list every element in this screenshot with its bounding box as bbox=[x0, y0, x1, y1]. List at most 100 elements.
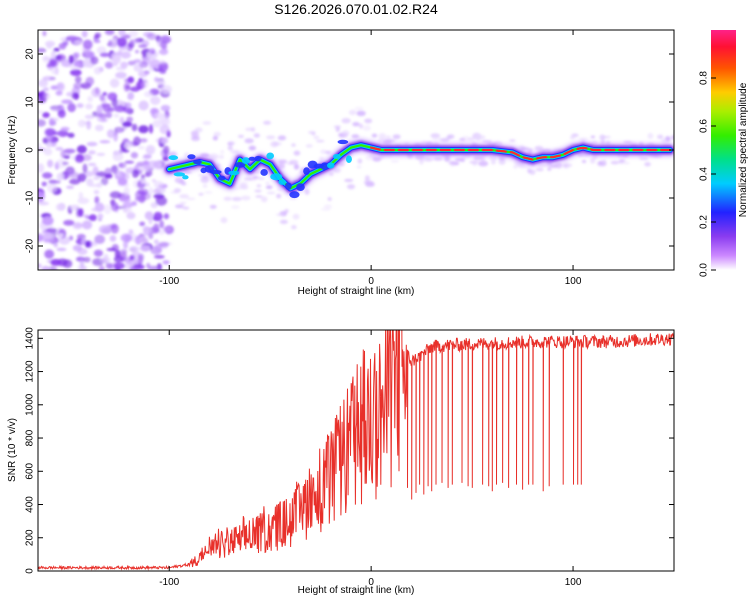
noise-blob bbox=[325, 150, 332, 155]
noise-blob bbox=[149, 59, 161, 69]
noise-blob bbox=[110, 223, 119, 234]
ridge-blob bbox=[248, 156, 256, 161]
noise-blob bbox=[357, 158, 363, 164]
noise-blob bbox=[460, 135, 471, 142]
noise-blob bbox=[148, 218, 153, 225]
spectrogram-ylabel: Frequency (Hz) bbox=[7, 116, 18, 185]
noise-blob bbox=[42, 30, 47, 37]
noise-blob bbox=[104, 173, 113, 179]
noise-blob bbox=[41, 233, 54, 241]
noise-blob bbox=[358, 123, 364, 129]
noise-blob bbox=[50, 50, 57, 61]
ridge-blob bbox=[278, 179, 287, 185]
noise-blob bbox=[590, 135, 596, 139]
noise-blob bbox=[160, 104, 171, 112]
noise-blob bbox=[279, 219, 288, 225]
noise-blob bbox=[58, 233, 64, 239]
noise-blob bbox=[99, 94, 105, 102]
noise-blob bbox=[106, 129, 116, 139]
noise-blob bbox=[293, 150, 301, 156]
noise-blob bbox=[148, 186, 153, 196]
noise-blob bbox=[108, 39, 113, 47]
noise-blob bbox=[126, 212, 136, 220]
noise-blob bbox=[143, 160, 149, 166]
noise-blob bbox=[610, 160, 620, 165]
noise-blob bbox=[111, 164, 119, 175]
noise-blob bbox=[163, 213, 170, 220]
noise-blob bbox=[200, 176, 210, 184]
noise-blob bbox=[112, 54, 122, 65]
noise-blob bbox=[263, 120, 272, 125]
noise-blob bbox=[76, 145, 87, 154]
noise-blob bbox=[153, 239, 159, 245]
noise-blob bbox=[139, 138, 148, 143]
noise-blob bbox=[363, 180, 374, 185]
noise-blob bbox=[96, 46, 107, 55]
noise-blob bbox=[198, 192, 204, 196]
noise-blob bbox=[578, 137, 589, 140]
noise-blob bbox=[547, 167, 552, 171]
noise-blob bbox=[128, 30, 139, 38]
noise-blob bbox=[105, 262, 113, 270]
noise-blob bbox=[392, 134, 401, 140]
noise-blob bbox=[186, 197, 196, 201]
noise-blob bbox=[213, 131, 221, 137]
noise-blob bbox=[137, 254, 144, 265]
noise-blob bbox=[356, 165, 362, 169]
colorbar-tick-label: 0.6 bbox=[699, 119, 710, 133]
noise-blob bbox=[116, 37, 127, 48]
noise-blob bbox=[244, 138, 254, 144]
noise-blob bbox=[144, 173, 151, 178]
noise-blob bbox=[56, 83, 64, 90]
noise-blob bbox=[79, 258, 85, 268]
noise-blob bbox=[535, 167, 544, 172]
ridge-blob bbox=[168, 155, 179, 161]
noise-blob bbox=[124, 160, 135, 164]
noise-blob bbox=[94, 234, 106, 245]
noise-blob bbox=[351, 134, 360, 139]
noise-blob bbox=[132, 169, 139, 178]
noise-blob bbox=[120, 61, 128, 69]
noise-blob bbox=[148, 47, 156, 55]
noise-blob bbox=[55, 55, 63, 60]
noise-blob bbox=[119, 197, 131, 203]
y-tick-label: 1000 bbox=[25, 393, 36, 416]
noise-blob bbox=[348, 109, 357, 116]
noise-blob bbox=[55, 203, 65, 211]
noise-blob bbox=[341, 118, 351, 124]
noise-blob bbox=[86, 178, 94, 187]
noise-blob bbox=[82, 256, 91, 263]
noise-blob bbox=[158, 241, 170, 247]
noise-blob bbox=[153, 254, 165, 259]
ridge-blob bbox=[234, 161, 246, 168]
snr-frame bbox=[37, 329, 675, 572]
noise-blob bbox=[131, 123, 138, 132]
ridge-blob bbox=[326, 162, 335, 169]
noise-blob bbox=[478, 160, 489, 167]
colorbar-gradient bbox=[711, 30, 736, 270]
noise-blob bbox=[50, 106, 62, 112]
noise-blob bbox=[47, 159, 54, 168]
y-tick-label: 200 bbox=[25, 529, 36, 546]
noise-blob bbox=[569, 135, 576, 140]
noise-blob bbox=[126, 116, 134, 123]
noise-blob bbox=[45, 128, 57, 136]
figure-title: S126.2026.070.01.02.R24 bbox=[274, 1, 438, 17]
noise-blob bbox=[134, 49, 140, 54]
noise-blob bbox=[105, 111, 113, 119]
noise-blob bbox=[534, 145, 544, 151]
noise-blob bbox=[621, 161, 630, 165]
noise-blob bbox=[98, 265, 105, 270]
noise-blob bbox=[137, 188, 149, 195]
noise-blob bbox=[88, 214, 97, 222]
noise-blob bbox=[644, 162, 651, 167]
spectrogram-ridge-layer bbox=[162, 138, 674, 199]
noise-blob bbox=[160, 137, 169, 145]
noise-blob bbox=[123, 142, 132, 149]
noise-blob bbox=[63, 148, 76, 154]
noise-blob bbox=[99, 52, 111, 57]
noise-blob bbox=[103, 253, 109, 262]
noise-blob bbox=[179, 194, 190, 199]
noise-blob bbox=[82, 214, 90, 218]
noise-blob bbox=[156, 80, 166, 85]
